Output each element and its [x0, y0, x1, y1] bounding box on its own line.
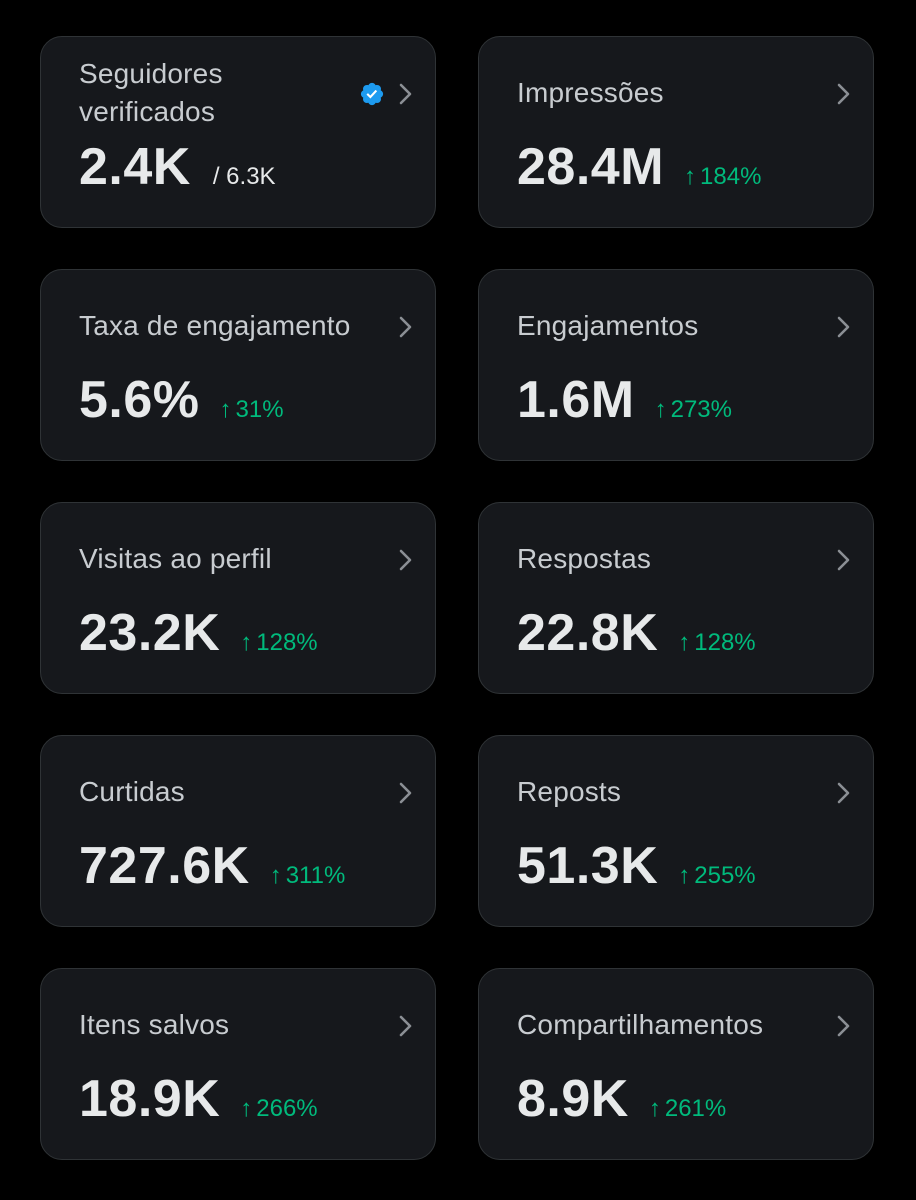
card-label: Seguidores verificados: [79, 58, 223, 127]
card-label: Engajamentos: [517, 310, 699, 341]
card-value: 18.9K: [79, 1070, 221, 1128]
card-value: 5.6%: [79, 371, 200, 429]
chevron-right-icon[interactable]: [395, 545, 417, 575]
card-saved-items[interactable]: Itens salvos 18.9K ↑ 266%: [40, 968, 436, 1160]
card-verified-followers[interactable]: Seguidores verificados 2.4K / 6.3K: [40, 36, 436, 228]
card-engagements[interactable]: Engajamentos 1.6M ↑ 273%: [478, 269, 874, 461]
chevron-right-icon[interactable]: [395, 778, 417, 808]
chevron-right-icon[interactable]: [833, 312, 855, 342]
card-value-row: 51.3K ↑ 255%: [517, 836, 756, 896]
card-label: Compartilhamentos: [517, 1009, 764, 1040]
card-value: 28.4M: [517, 138, 665, 196]
card-change-value: 273%: [670, 396, 732, 423]
card-change-value: 128%: [256, 629, 318, 656]
card-value-row: 8.9K ↑ 261%: [517, 1069, 726, 1129]
card-change: ↑ 273%: [655, 396, 732, 424]
card-value-row: 5.6% ↑ 31%: [79, 370, 284, 430]
card-label: Visitas ao perfil: [79, 543, 272, 574]
chevron-right-icon[interactable]: [395, 1011, 417, 1041]
chevron-right-icon[interactable]: [395, 79, 417, 109]
arrow-up-icon: ↑: [684, 163, 697, 190]
card-value: 8.9K: [517, 1070, 629, 1128]
card-total: / 6.3K: [212, 163, 276, 190]
arrow-up-icon: ↑: [678, 862, 691, 889]
card-value: 22.8K: [517, 604, 659, 662]
card-change-value: 31%: [235, 396, 284, 423]
card-change-value: 255%: [694, 862, 756, 889]
card-label: Impressões: [517, 77, 664, 108]
card-value-row: 1.6M ↑ 273%: [517, 370, 732, 430]
card-value: 2.4K: [79, 138, 191, 196]
arrow-up-icon: ↑: [654, 396, 667, 423]
arrow-up-icon: ↑: [648, 1095, 661, 1122]
arrow-up-icon: ↑: [678, 629, 691, 656]
card-impressions[interactable]: Impressões 28.4M ↑ 184%: [478, 36, 874, 228]
card-change: ↑ 311%: [270, 862, 346, 890]
verified-badge-icon: [359, 81, 385, 107]
card-label: Taxa de engajamento: [79, 310, 351, 341]
card-change: ↑ 261%: [649, 1095, 726, 1123]
card-change-value: 266%: [256, 1095, 318, 1122]
arrow-up-icon: ↑: [269, 862, 282, 889]
card-value-row: 22.8K ↑ 128%: [517, 603, 756, 663]
card-likes[interactable]: Curtidas 727.6K ↑ 311%: [40, 735, 436, 927]
card-value: 51.3K: [517, 837, 659, 895]
card-change: ↑ 128%: [240, 629, 317, 657]
card-label: Reposts: [517, 776, 622, 807]
card-label: Respostas: [517, 543, 652, 574]
card-engagement-rate[interactable]: Taxa de engajamento 5.6% ↑ 31%: [40, 269, 436, 461]
card-change: ↑ 266%: [240, 1095, 317, 1123]
card-change-value: 184%: [700, 163, 762, 190]
card-change-value: 311%: [285, 862, 346, 889]
chevron-right-icon[interactable]: [833, 79, 855, 109]
card-value-row: 28.4M ↑ 184%: [517, 137, 761, 197]
arrow-up-icon: ↑: [219, 396, 232, 423]
card-change: ↑ 184%: [684, 163, 761, 191]
card-value: 727.6K: [79, 837, 250, 895]
chevron-right-icon[interactable]: [833, 545, 855, 575]
card-profile-visits[interactable]: Visitas ao perfil 23.2K ↑ 128%: [40, 502, 436, 694]
card-change: ↑ 31%: [220, 396, 284, 424]
chevron-right-icon[interactable]: [833, 778, 855, 808]
card-change-value: 261%: [664, 1095, 727, 1122]
card-replies[interactable]: Respostas 22.8K ↑ 128%: [478, 502, 874, 694]
card-change: ↑ 128%: [678, 629, 755, 657]
card-label: Curtidas: [79, 776, 185, 807]
card-value: 1.6M: [517, 371, 635, 429]
card-shares[interactable]: Compartilhamentos 8.9K ↑ 261%: [478, 968, 874, 1160]
card-value-row: 2.4K / 6.3K: [79, 137, 276, 197]
card-value: 23.2K: [79, 604, 221, 662]
card-change: ↑ 255%: [678, 862, 755, 890]
chevron-right-icon[interactable]: [395, 312, 417, 342]
arrow-up-icon: ↑: [240, 1095, 253, 1122]
card-value-row: 727.6K ↑ 311%: [79, 836, 345, 896]
card-reposts[interactable]: Reposts 51.3K ↑ 255%: [478, 735, 874, 927]
chevron-right-icon[interactable]: [833, 1011, 855, 1041]
card-change-value: 128%: [694, 629, 756, 656]
arrow-up-icon: ↑: [240, 629, 253, 656]
card-value-row: 23.2K ↑ 128%: [79, 603, 318, 663]
card-value-row: 18.9K ↑ 266%: [79, 1069, 318, 1129]
card-label: Itens salvos: [79, 1009, 230, 1040]
